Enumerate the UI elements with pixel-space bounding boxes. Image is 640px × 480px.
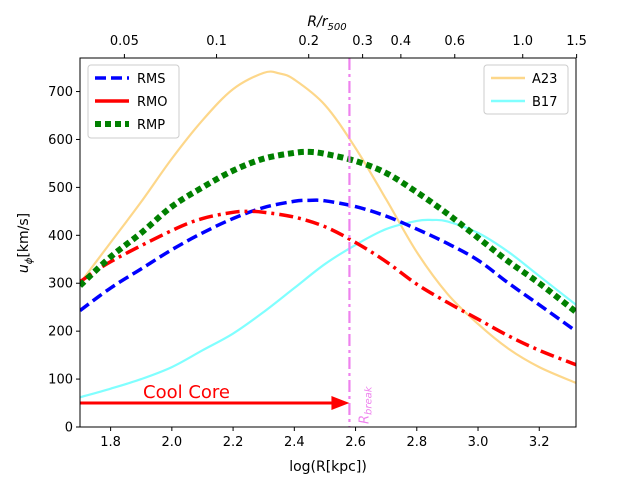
y-tick-label: 100 [48,373,73,388]
top-axis: 0.05 0.1 0.2 0.3 0.4 0.6 1.0 1.5 [110,34,587,58]
top-tick-label: 1.5 [566,34,587,49]
top-tick-label: 0.4 [391,34,412,49]
x-tick-label: 2.0 [162,435,183,450]
plot-content [80,58,576,427]
x-axis-label: log(R[kpc]) [289,459,367,475]
y-axis: 0 100 200 300 400 500 600 700 [48,85,80,436]
x-tick-label: 2.6 [345,435,366,450]
series-a23-line [80,70,576,385]
legend-label-rms: RMS [137,72,166,87]
top-tick-label: 0.3 [352,34,373,49]
x-tick-label: 2.8 [406,435,427,450]
top-tick-label: 0.6 [444,34,465,49]
y-axis-label-sub: ϕ [24,257,35,264]
y-tick-label: 300 [48,277,73,292]
top-axis-label-main: R/r [307,14,328,30]
x-tick-label: 3.0 [468,435,489,450]
legend-right: A23 B17 [483,64,569,115]
y-tick-label: 200 [48,325,73,340]
y-tick-label: 400 [48,229,73,244]
y-axis-label-unit: [km/s] [16,213,32,258]
series-rmp-line [80,148,576,315]
r-break-label-main: R [357,415,372,424]
series-layer [80,70,576,399]
y-tick-label: 700 [48,85,73,100]
legend-label-a23: A23 [532,72,557,87]
y-axis-label-main: u [16,264,32,273]
y-axis-label: uϕ[km/s] [16,213,35,273]
top-tick-label: 0.05 [110,34,139,49]
legend-label-b17: B17 [532,95,557,110]
top-axis-label-sub: 500 [328,22,347,33]
series-rms-line [80,198,576,333]
legend-left-box [87,64,180,139]
x-tick-label: 2.4 [284,435,305,450]
top-tick-label: 0.1 [206,34,227,49]
legend-label-rmo: RMO [137,95,167,110]
y-tick-label: 500 [48,181,73,196]
r-break-label: Rbreak [357,385,374,424]
top-tick-label: 1.0 [512,34,533,49]
legend-label-rmp: RMP [137,118,165,133]
cool-core-label: Cool Core [143,382,230,403]
x-tick-label: 1.8 [100,435,121,450]
series-rmo-line [80,209,576,367]
series-b17-line [80,218,576,399]
top-axis-label: R/r500 [307,14,346,33]
x-tick-label: 2.2 [223,435,244,450]
y-tick-label: 0 [65,421,73,436]
y-tick-label: 600 [48,133,73,148]
legend-left: RMS RMO RMP [87,64,180,139]
top-tick-label: 0.2 [298,34,319,49]
x-tick-label: 3.2 [529,435,550,450]
cool-core-arrow-head [331,396,350,411]
r-break-label-sub: break [363,385,374,415]
x-axis: 1.8 2.0 2.2 2.4 2.6 2.8 3.0 3.2 [100,427,550,450]
plot-frame [79,57,577,428]
